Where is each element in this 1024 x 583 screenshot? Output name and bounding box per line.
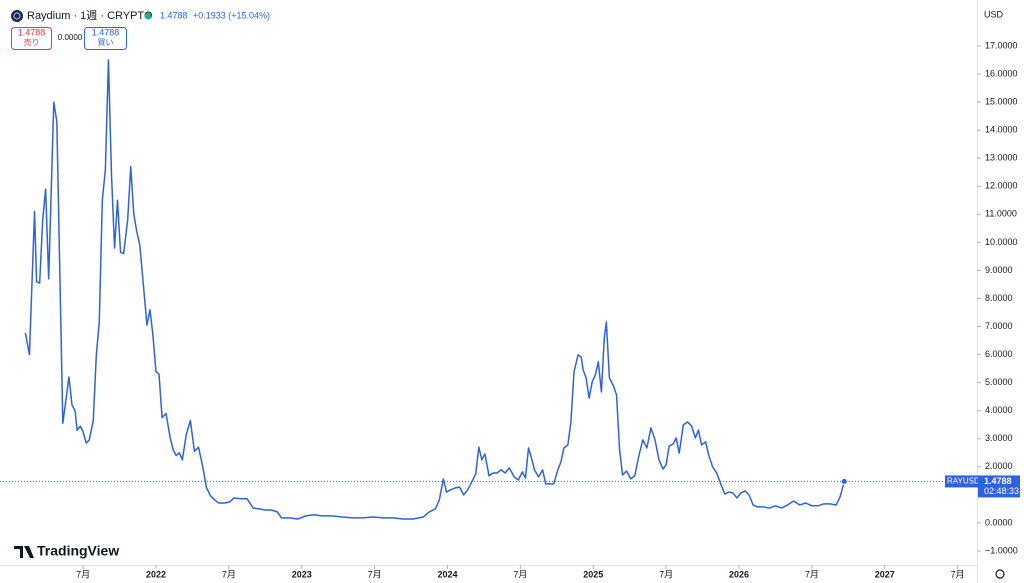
y-tick-label: −1.0000 [985, 545, 1018, 555]
price-tag-countdown: 02:48:33 [984, 486, 1019, 496]
last-price: 1.4788 [160, 10, 188, 20]
y-tick-label: 0.0000 [985, 517, 1013, 527]
plot-area [24, 59, 848, 520]
x-tick-label: 2024 [437, 569, 457, 579]
price-tag-price: 1.4788 [984, 476, 1012, 486]
x-tick-label: 7月 [805, 569, 819, 579]
y-tick-label: 14.0000 [985, 125, 1018, 135]
watermark-logo [14, 546, 34, 558]
sell-price[interactable]: 1.4788 [18, 27, 46, 37]
y-tick-label: 9.0000 [985, 265, 1013, 275]
y-tick-label: 13.0000 [985, 153, 1018, 163]
spread: 0.0000 [58, 33, 83, 42]
y-tick-label: 2.0000 [985, 461, 1013, 471]
buy-price[interactable]: 1.4788 [92, 27, 120, 37]
x-tick-label: 7月 [368, 569, 382, 579]
price-tag-symbol-bg [945, 475, 978, 488]
currency[interactable]: USD [984, 9, 1004, 19]
x-tick-label: 7月 [76, 569, 90, 579]
y-tick-label: 7.0000 [985, 321, 1013, 331]
price-tag-symbol: RAYUSD [947, 477, 980, 486]
y-tick-label: 11.0000 [985, 209, 1017, 219]
watermark: TradingView [37, 543, 119, 559]
price-tag-bg [978, 475, 1020, 498]
x-tick-label: 7月 [659, 569, 673, 579]
buy-label[interactable]: 買い [98, 38, 114, 47]
y-tick-label: 12.0000 [985, 181, 1018, 191]
x-tick-label: 2023 [292, 569, 312, 579]
settings-button[interactable] [995, 569, 1005, 579]
x-tick-label: 2025 [583, 569, 603, 579]
buy-button[interactable] [84, 27, 127, 50]
symbol-logo [11, 10, 23, 22]
x-tick-label: 2027 [875, 569, 895, 579]
price-change: +0.1933 (+15.04%) [193, 10, 270, 20]
market-status[interactable] [144, 12, 152, 20]
y-tick-label: 10.0000 [985, 237, 1018, 247]
symbol-logo-mark [13, 12, 21, 20]
y-tick-label: 15.0000 [985, 96, 1018, 106]
y-tick-label: 5.0000 [985, 377, 1013, 387]
y-tick-label: 6.0000 [985, 349, 1013, 359]
y-tick-label: 16.0000 [985, 68, 1018, 78]
y-tick-label: 3.0000 [985, 433, 1013, 443]
x-tick-label: 2026 [729, 569, 749, 579]
price-line [24, 59, 845, 520]
x-tick-label: 7月 [222, 569, 236, 579]
y-tick-label: 17.0000 [985, 40, 1018, 50]
y-tick-label: 8.0000 [985, 293, 1013, 303]
y-tick-label: 4.0000 [985, 405, 1013, 415]
x-tick-label: 7月 [513, 569, 527, 579]
x-tick-label: 7月 [951, 569, 965, 579]
symbol-title[interactable]: Raydium · 1週 · CRYPTO [27, 9, 153, 22]
sell-button[interactable] [11, 27, 52, 50]
last-point [840, 477, 848, 485]
sell-label[interactable]: 売り [24, 37, 40, 47]
x-tick-label: 2022 [146, 569, 166, 579]
